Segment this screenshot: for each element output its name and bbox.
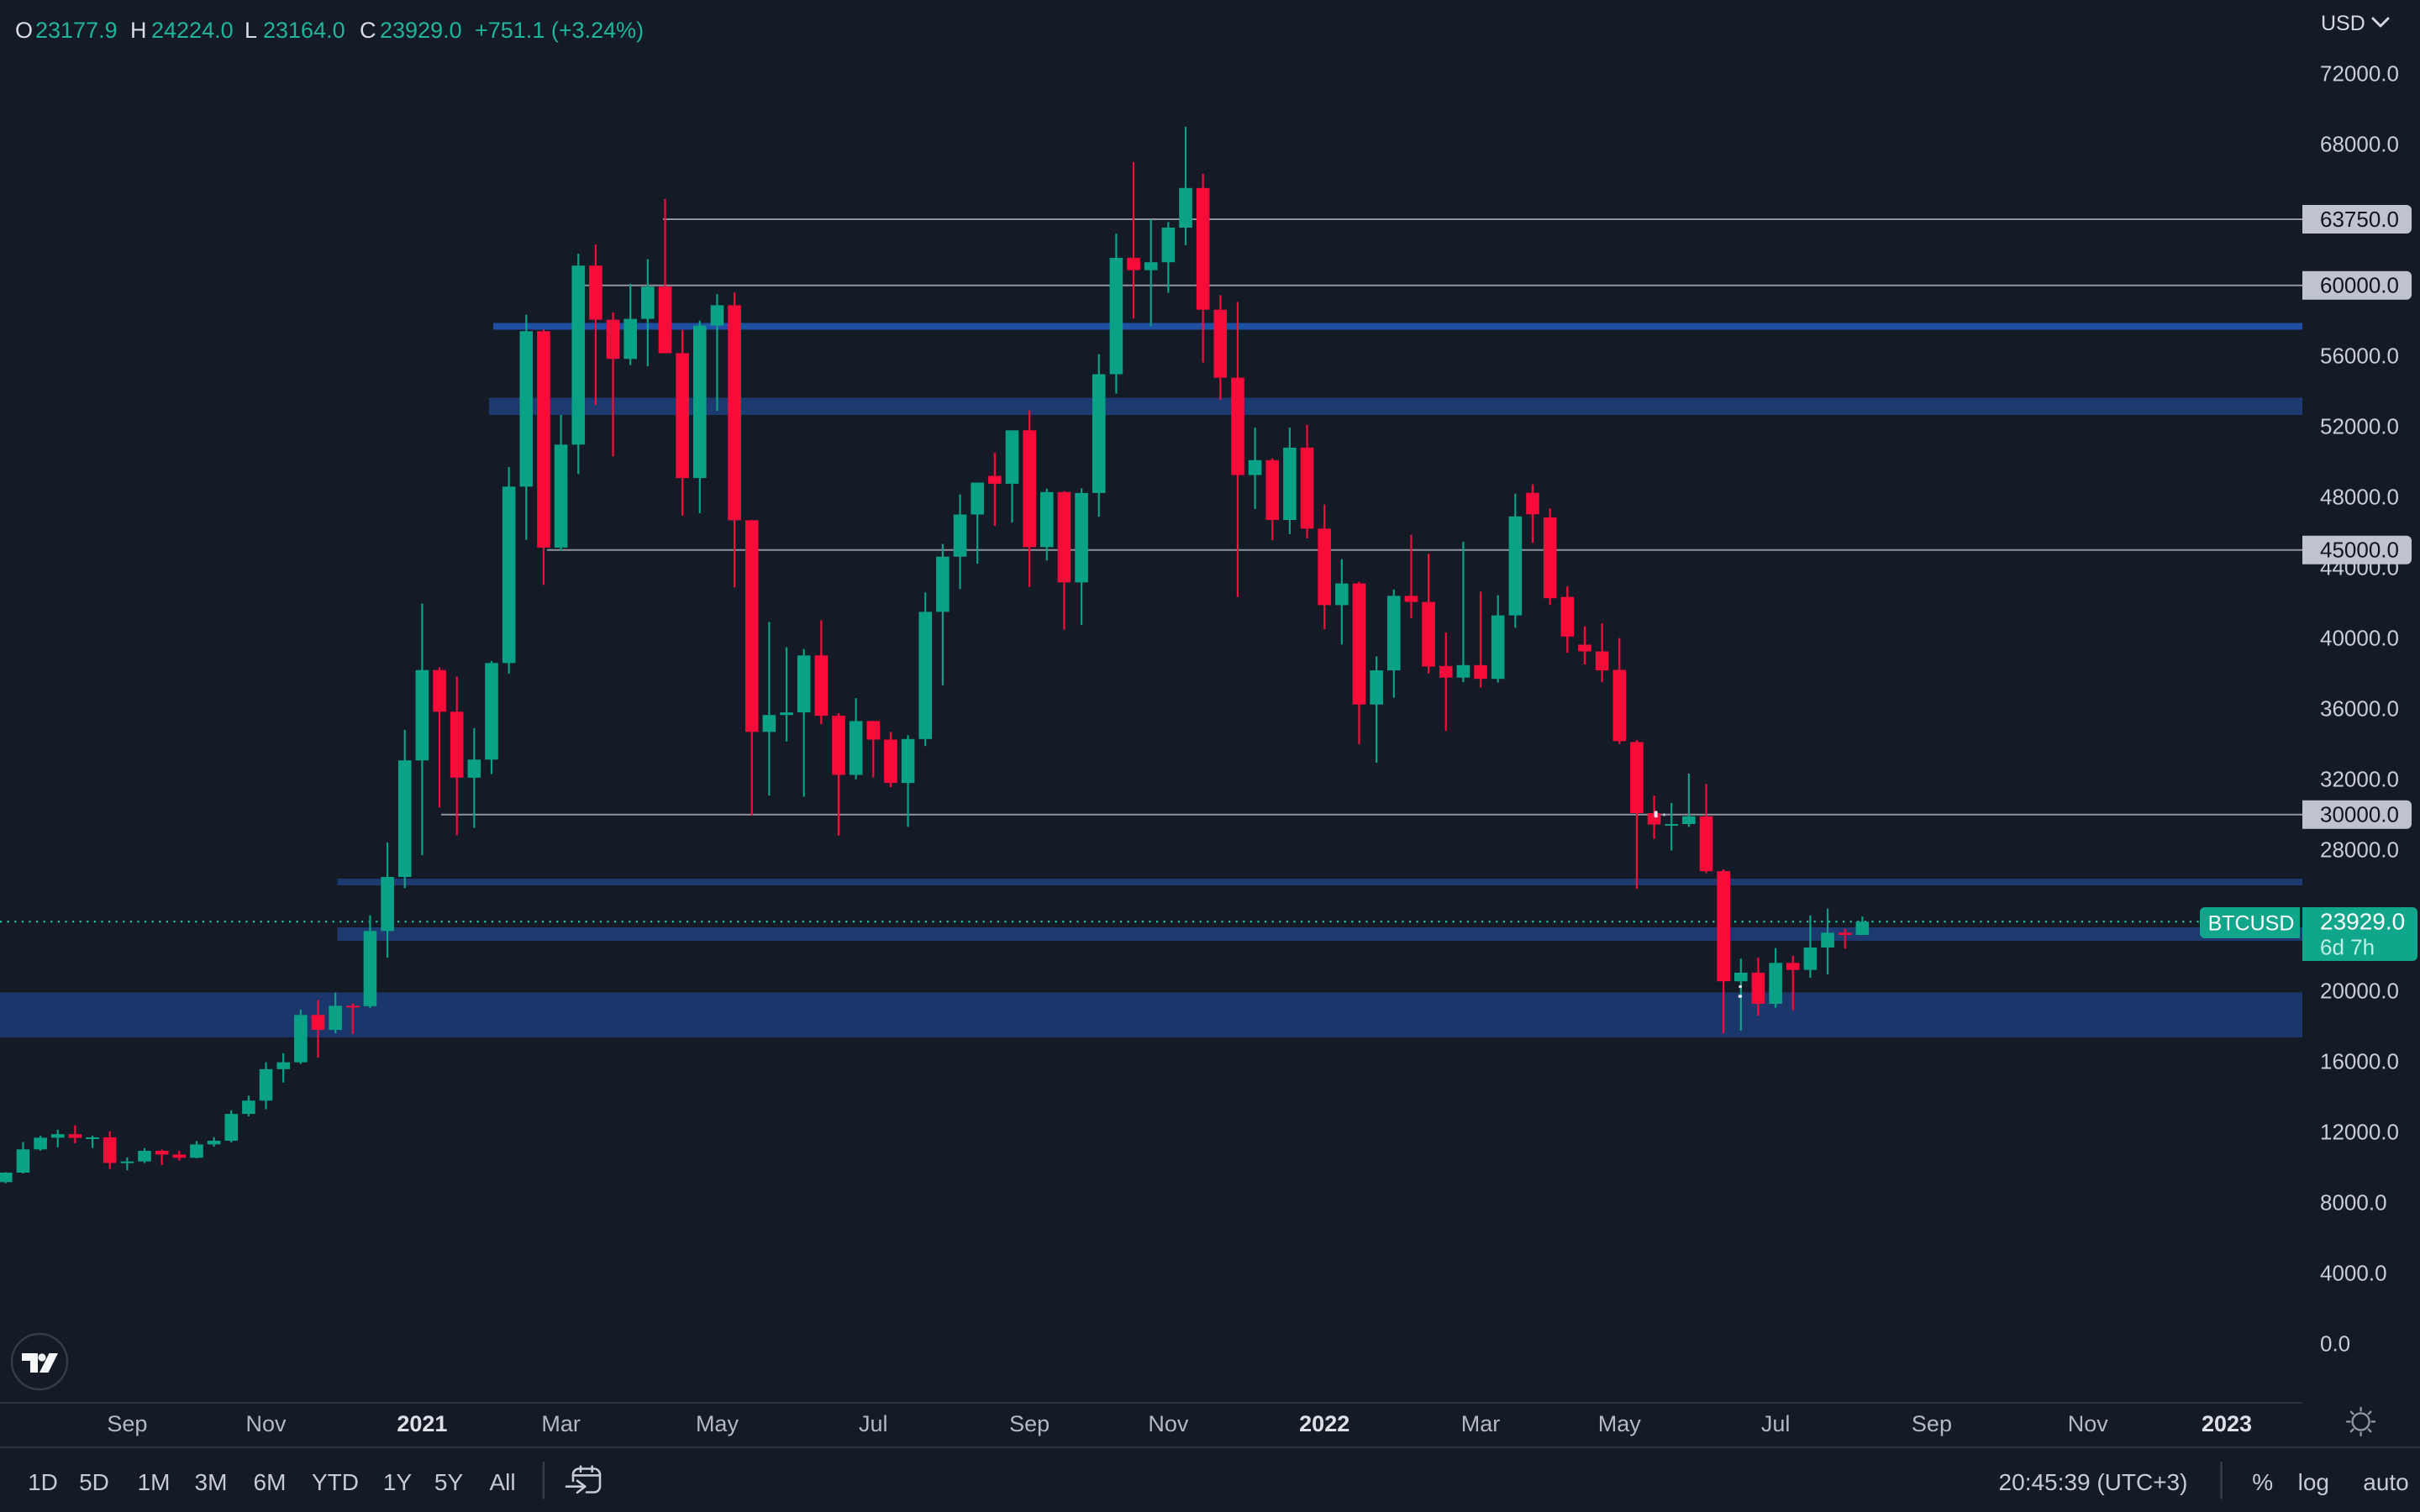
svg-text:45000.0: 45000.0 [2320, 538, 2399, 563]
svg-text:Nov: Nov [246, 1411, 287, 1436]
svg-text:5D: 5D [79, 1469, 109, 1495]
svg-text:1M: 1M [138, 1469, 171, 1495]
svg-text:Mar: Mar [1461, 1411, 1501, 1436]
svg-text:log: log [2298, 1469, 2329, 1495]
svg-text:32000.0: 32000.0 [2320, 767, 2399, 792]
svg-text:40000.0: 40000.0 [2320, 626, 2399, 651]
svg-text:O: O [15, 18, 33, 43]
svg-text:Jul: Jul [859, 1411, 888, 1436]
svg-text:BTCUSD: BTCUSD [2208, 912, 2295, 936]
svg-text:5Y: 5Y [434, 1469, 464, 1495]
svg-text:23164.0: 23164.0 [263, 18, 345, 43]
svg-text:28000.0: 28000.0 [2320, 837, 2399, 863]
svg-text:Nov: Nov [1148, 1411, 1189, 1436]
svg-text:1Y: 1Y [383, 1469, 413, 1495]
svg-text:8000.0: 8000.0 [2320, 1190, 2387, 1215]
svg-text:23177.9: 23177.9 [35, 18, 118, 43]
svg-text:%: % [2252, 1469, 2273, 1495]
svg-text:56000.0: 56000.0 [2320, 344, 2399, 369]
svg-text:12000.0: 12000.0 [2320, 1120, 2399, 1145]
svg-text:20:45:39 (UTC+3): 20:45:39 (UTC+3) [1999, 1469, 2188, 1495]
svg-text:L: L [245, 18, 257, 43]
svg-text:Sep: Sep [1009, 1411, 1050, 1436]
svg-text:24224.0: 24224.0 [151, 18, 234, 43]
svg-text:30000.0: 30000.0 [2320, 802, 2399, 827]
svg-text:20000.0: 20000.0 [2320, 979, 2399, 1004]
svg-text:36000.0: 36000.0 [2320, 696, 2399, 722]
svg-text:0.0: 0.0 [2320, 1331, 2350, 1357]
svg-text:72000.0: 72000.0 [2320, 61, 2399, 87]
svg-text:2022: 2022 [1299, 1411, 1349, 1436]
svg-text:Mar: Mar [541, 1411, 581, 1436]
svg-text:3M: 3M [195, 1469, 228, 1495]
svg-text:16000.0: 16000.0 [2320, 1049, 2399, 1074]
svg-text:48000.0: 48000.0 [2320, 485, 2399, 510]
svg-text:Sep: Sep [1912, 1411, 1952, 1436]
svg-text:68000.0: 68000.0 [2320, 132, 2399, 157]
svg-text:1D: 1D [28, 1469, 58, 1495]
svg-text:23929.0: 23929.0 [380, 18, 462, 43]
svg-text:USD: USD [2321, 12, 2365, 35]
svg-text:23929.0: 23929.0 [2320, 909, 2405, 935]
svg-text:May: May [1598, 1411, 1642, 1436]
svg-text:2021: 2021 [397, 1411, 447, 1436]
svg-text:auto: auto [2363, 1469, 2409, 1495]
svg-text:4000.0: 4000.0 [2320, 1261, 2387, 1286]
svg-text:60000.0: 60000.0 [2320, 273, 2399, 298]
svg-text:YTD: YTD [312, 1469, 359, 1495]
svg-text:Nov: Nov [2068, 1411, 2109, 1436]
svg-text:+751.1 (+3.24%): +751.1 (+3.24%) [475, 18, 644, 43]
svg-text:52000.0: 52000.0 [2320, 414, 2399, 439]
svg-text:63750.0: 63750.0 [2320, 207, 2399, 232]
svg-text:Sep: Sep [107, 1411, 147, 1436]
svg-text:May: May [696, 1411, 739, 1436]
svg-text:Jul: Jul [1761, 1411, 1791, 1436]
svg-text:6d 7h: 6d 7h [2320, 935, 2375, 960]
svg-text:C: C [360, 18, 376, 43]
svg-text:6M: 6M [254, 1469, 287, 1495]
svg-text:H: H [130, 18, 147, 43]
svg-text:All: All [489, 1469, 515, 1495]
svg-text:2023: 2023 [2202, 1411, 2252, 1436]
